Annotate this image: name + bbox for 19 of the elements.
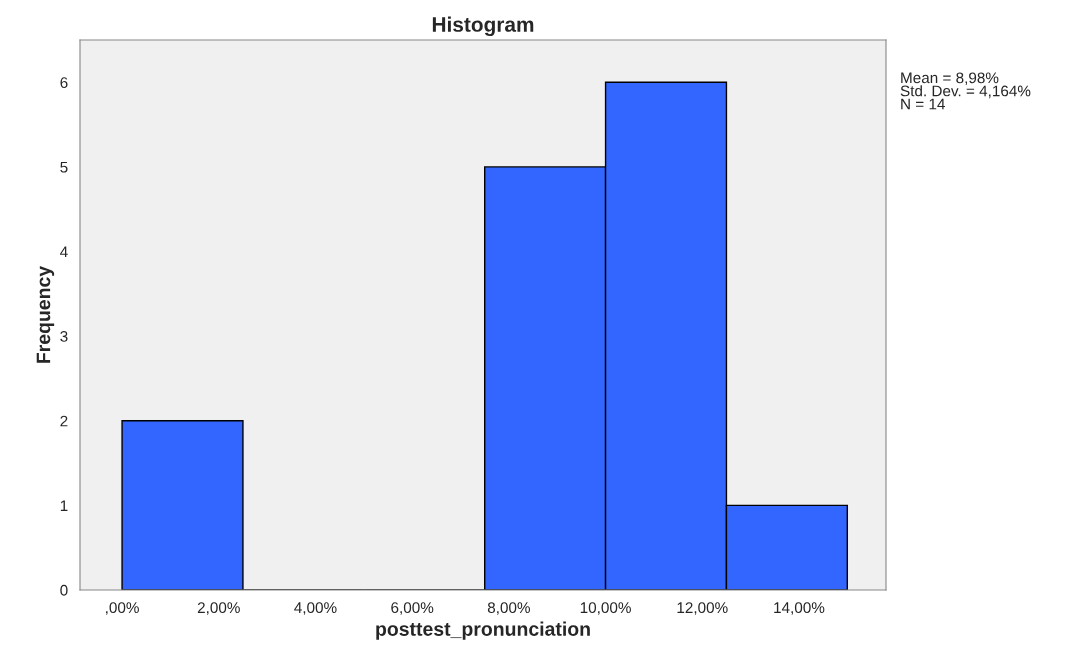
- chart-title: Histogram: [432, 16, 534, 37]
- x-tick-label: 14,00%: [774, 602, 825, 615]
- y-tick-label: 2: [60, 415, 68, 427]
- x-tick-label: 6,00%: [391, 602, 434, 615]
- y-tick-label: 4: [60, 246, 68, 258]
- y-tick-label: 5: [60, 161, 68, 173]
- y-tick-label: 6: [60, 77, 68, 88]
- y-axis-title: Frequency: [36, 265, 55, 363]
- x-tick-label: 2,00%: [197, 602, 240, 615]
- x-tick-label: 4,00%: [294, 602, 337, 615]
- x-axis-title: posttest_pronunciation: [376, 621, 590, 640]
- y-tick-label: 3: [60, 331, 68, 342]
- x-tick-label: ,00%: [106, 602, 139, 615]
- x-tick-label: 8,00%: [487, 602, 530, 615]
- y-tick-label: 1: [60, 500, 68, 511]
- text: Mean = 8,98% Std. Dev. = 4,164% N = 14: [900, 72, 1031, 110]
- x-tick-label: 10,00%: [580, 602, 631, 615]
- y-tick-label: 0: [60, 584, 68, 596]
- x-tick-label: 12,00%: [677, 602, 728, 615]
